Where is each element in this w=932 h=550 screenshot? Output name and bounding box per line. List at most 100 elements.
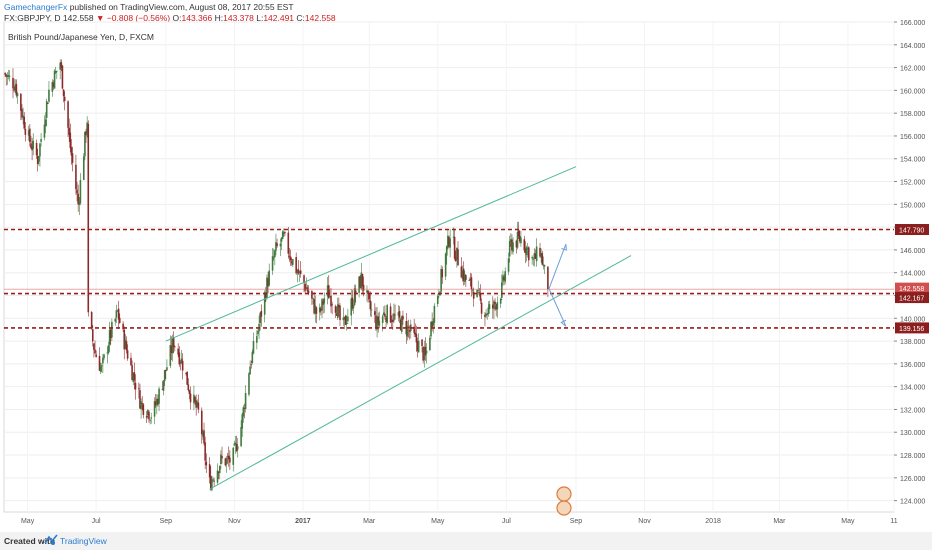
candle-body	[225, 458, 228, 465]
candle-body	[142, 404, 145, 415]
candle-body	[378, 320, 381, 326]
trendline	[209, 255, 632, 490]
candle-body	[221, 456, 223, 459]
trendline	[165, 166, 577, 342]
candle-body	[297, 269, 300, 274]
candle-body	[331, 304, 333, 306]
x-tick-label: May	[431, 518, 445, 525]
candle-body	[468, 280, 471, 282]
candle-body	[193, 394, 195, 404]
candle-body	[125, 341, 128, 351]
candle-body	[433, 305, 436, 323]
price-label-text: 147.790	[899, 228, 924, 235]
candle-body	[84, 131, 86, 157]
candle-body	[368, 292, 371, 300]
candle-body	[133, 372, 136, 381]
candle-body	[202, 432, 204, 437]
y-tick-label: 144.000	[900, 271, 925, 278]
x-tick-label: Sep	[570, 518, 583, 525]
candle-body	[470, 277, 473, 290]
x-tick-label: Sep	[160, 518, 173, 525]
candle-body	[220, 454, 222, 465]
candle-body	[295, 257, 297, 274]
x-tick-label: Mar	[773, 518, 786, 525]
open-value: 143.366	[181, 13, 213, 23]
candle-body	[187, 384, 190, 391]
candle-body	[432, 321, 435, 326]
candle-body	[527, 247, 530, 261]
candle-body	[208, 464, 211, 478]
candle-body	[16, 93, 19, 97]
candle-body	[43, 124, 46, 138]
candle-body	[158, 388, 160, 404]
candle-body	[218, 466, 221, 474]
y-tick-label: 130.000	[900, 430, 925, 437]
candle-body	[53, 70, 56, 89]
candle-body	[320, 308, 322, 311]
candle-body	[398, 310, 401, 318]
candle-body	[248, 373, 250, 395]
candle-body	[260, 310, 263, 317]
candle-body	[296, 271, 299, 273]
candle-body	[216, 470, 219, 483]
candle-body	[393, 313, 395, 321]
candle-body	[132, 373, 135, 382]
candle-body	[103, 354, 105, 359]
candle-body	[224, 458, 227, 466]
candle-body	[408, 330, 411, 332]
price-axis: 124.000 126.000 128.000 130.000 132.000 134.0…	[894, 20, 925, 506]
candle-body	[299, 270, 302, 275]
price-chart[interactable]: 124.000 126.000 128.000 130.000 132.000 134.0…	[0, 0, 932, 532]
candle-body	[375, 315, 377, 329]
candle-body	[413, 326, 415, 333]
candle-body	[140, 401, 142, 410]
candle-body	[462, 268, 465, 281]
candle-body	[417, 340, 420, 353]
candle-body	[275, 242, 277, 251]
created-with-label: Created with	[4, 536, 56, 546]
candle-body	[188, 390, 191, 394]
candle-body	[511, 239, 513, 251]
price-label-text: 142.558	[899, 286, 924, 293]
candle-body	[244, 392, 247, 409]
candle-body	[460, 266, 463, 278]
candle-body	[541, 253, 544, 265]
candle-body	[174, 346, 176, 348]
candle-body	[232, 447, 235, 465]
candle-body	[229, 457, 231, 463]
x-tick-label: Jul	[502, 518, 511, 525]
candle-body	[177, 348, 179, 355]
candle-body	[7, 74, 10, 77]
high-value: 143.378	[223, 13, 254, 23]
candle-body	[77, 193, 79, 205]
candle-body	[154, 402, 157, 406]
candle-body	[86, 122, 88, 134]
candle-body	[477, 290, 480, 291]
y-tick-label: 152.000	[900, 180, 925, 187]
candle-body	[501, 282, 503, 298]
candle-body	[203, 430, 205, 444]
candle-body	[283, 233, 285, 234]
candle-body	[416, 341, 419, 351]
price-label-text: 142.167	[899, 296, 924, 303]
candle-body	[347, 316, 349, 322]
candle-body	[431, 321, 433, 328]
candle-body	[227, 455, 230, 460]
events-badge[interactable]	[556, 486, 572, 516]
candle-body	[352, 304, 355, 309]
candle-body	[87, 123, 90, 313]
candle-body	[318, 307, 321, 313]
tradingview-logo-icon[interactable]	[44, 534, 58, 548]
candle-body	[242, 407, 245, 417]
candle-body	[323, 298, 326, 304]
candle-body	[196, 401, 199, 406]
candle-body	[478, 292, 481, 294]
low-value: 142.491	[263, 13, 295, 23]
author-link[interactable]: GamechangerFx	[4, 2, 68, 12]
candle-body	[343, 316, 346, 320]
candle-body	[389, 306, 392, 323]
arrow-head	[561, 244, 567, 251]
candle-body	[226, 456, 229, 458]
tradingview-brand[interactable]: TradingView	[60, 536, 107, 546]
candle-body	[29, 128, 31, 143]
